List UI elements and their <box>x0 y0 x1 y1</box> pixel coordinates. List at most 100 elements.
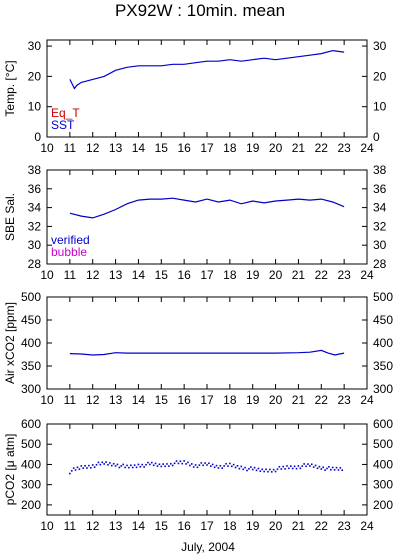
scatter-point <box>103 463 105 465</box>
x-tick-label: 23 <box>337 393 351 407</box>
x-tick-label: 19 <box>246 141 260 155</box>
y-tick-label-left: 20 <box>28 69 42 83</box>
scatter-point <box>310 463 313 466</box>
scatter-point <box>316 467 319 470</box>
y-tick-label-left: 30 <box>28 238 42 252</box>
y-tick-label-right: 20 <box>373 69 387 83</box>
scatter-point <box>337 469 340 471</box>
scatter-point <box>217 467 220 469</box>
x-tick-label: 16 <box>177 393 191 407</box>
scatter-point <box>234 466 237 469</box>
y-tick-label-left: 300 <box>21 382 41 396</box>
scatter-point <box>210 465 212 467</box>
y-tick-label-left: 34 <box>28 201 42 215</box>
x-tick-label: 18 <box>223 141 237 155</box>
x-tick-label: 13 <box>109 393 123 407</box>
scatter-point <box>105 461 107 463</box>
scatter-point <box>244 466 246 469</box>
y-tick-label-right: 450 <box>373 313 393 327</box>
scatter-point <box>280 468 283 470</box>
scatter-point <box>263 470 265 473</box>
scatter-point <box>101 461 104 464</box>
scatter-point <box>322 466 324 469</box>
scatter-point <box>242 468 244 471</box>
scatter-point <box>128 466 130 469</box>
scatter-point <box>251 468 254 471</box>
scatter-point <box>206 464 208 466</box>
y-axis-label: Air xCO2 [ppm] <box>3 302 17 384</box>
scatter-point <box>74 469 77 471</box>
scatter-point <box>69 472 71 475</box>
scatter-point <box>82 467 84 469</box>
scatter-point <box>72 467 75 469</box>
scatter-point <box>328 466 330 468</box>
scatter-point <box>126 464 128 467</box>
y-tick-label-left: 350 <box>21 359 41 373</box>
y-tick-label-left: 500 <box>21 290 41 304</box>
x-tick-label: 20 <box>269 519 283 533</box>
scatter-point <box>295 467 298 470</box>
scatter-point <box>131 466 134 469</box>
scatter-point <box>110 464 113 467</box>
scatter-point <box>90 467 92 469</box>
x-tick-label: 13 <box>109 141 123 155</box>
scatter-point <box>331 466 334 469</box>
x-tick-label: 24 <box>360 141 374 155</box>
x-tick-label: 12 <box>86 519 100 533</box>
scatter-point <box>305 465 307 468</box>
x-tick-label: 21 <box>292 519 306 533</box>
scatter-point <box>339 467 342 469</box>
legend-sst: SST <box>51 118 75 132</box>
scatter-point <box>240 465 243 468</box>
y-tick-label-right: 500 <box>373 437 393 451</box>
scatter-point <box>230 465 233 468</box>
legend-bubble: bubble <box>51 245 87 259</box>
y-tick-label-left: 10 <box>28 100 42 114</box>
scatter-point <box>152 464 155 467</box>
scatter-point <box>278 466 281 468</box>
series-line-verified <box>69 197 345 219</box>
scatter-point <box>170 462 172 465</box>
scatter-point <box>194 464 197 466</box>
y-tick-label-left: 300 <box>21 478 41 492</box>
y-axis-label: pCO2 [μ atm] <box>3 434 17 506</box>
scatter-point <box>156 465 159 467</box>
scatter-point <box>149 463 151 466</box>
x-tick-label: 15 <box>155 141 169 155</box>
scatter-point <box>97 461 100 464</box>
scatter-point <box>137 463 140 466</box>
scatter-point <box>259 470 262 472</box>
x-tick-label: 23 <box>337 519 351 533</box>
scatter-point <box>143 466 145 468</box>
scatter-point <box>265 468 267 471</box>
scatter-point <box>124 466 126 469</box>
y-tick-label-right: 36 <box>373 182 387 196</box>
scatter-point <box>150 461 153 464</box>
y-tick-label-left: 600 <box>21 417 41 431</box>
scatter-point <box>318 465 321 468</box>
y-tick-label-left: 500 <box>21 437 41 451</box>
y-tick-label-right: 38 <box>373 163 387 177</box>
scatter-point <box>76 466 79 469</box>
y-tick-label-right: 600 <box>373 417 393 431</box>
scatter-point <box>162 463 164 465</box>
legend-verified: verified <box>51 233 90 247</box>
y-tick-label-left: 400 <box>21 336 41 350</box>
x-tick-label: 18 <box>223 268 237 282</box>
scatter-point <box>198 464 201 466</box>
scatter-point <box>246 469 248 472</box>
x-tick-label: 19 <box>246 268 260 282</box>
scatter-point <box>147 461 149 464</box>
x-tick-label: 12 <box>86 393 100 407</box>
y-tick-label-right: 10 <box>373 100 387 114</box>
scatter-point <box>324 469 326 471</box>
x-tick-label: 15 <box>155 393 169 407</box>
scatter-point <box>341 469 344 471</box>
y-tick-label-right: 32 <box>373 219 387 233</box>
scatter-point <box>135 466 138 469</box>
x-tick-label: 11 <box>64 393 77 407</box>
x-tick-label: 11 <box>64 519 77 533</box>
scatter-point <box>293 465 296 468</box>
scatter-point <box>95 463 98 466</box>
scatter-point <box>297 465 300 467</box>
